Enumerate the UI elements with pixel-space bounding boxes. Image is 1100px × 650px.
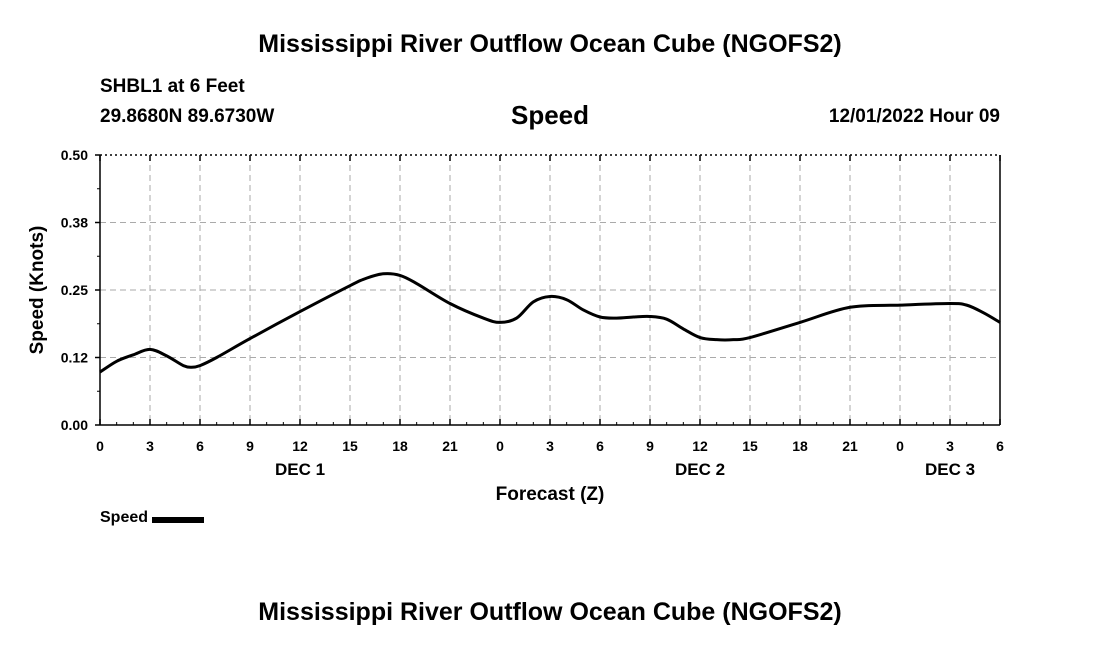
- x-tick-label: 0: [96, 438, 104, 454]
- x-axis-label: Forecast (Z): [496, 484, 605, 505]
- x-tick-label: 3: [546, 438, 554, 454]
- x-tick-label: 15: [742, 438, 758, 454]
- x-tick-label: 9: [646, 438, 654, 454]
- y-tick-label: 0.00: [61, 417, 88, 433]
- x-tick-label: 6: [196, 438, 204, 454]
- page-title: Mississippi River Outflow Ocean Cube (NG…: [258, 30, 842, 58]
- x-tick-label: 9: [246, 438, 254, 454]
- date-label: DEC 2: [675, 460, 725, 479]
- chart-title: Speed: [510, 100, 590, 130]
- station-coordinates: 29.8680N 89.6730W: [100, 106, 275, 127]
- date-label: DEC 1: [275, 460, 325, 479]
- legend-label: Speed: [100, 509, 149, 526]
- x-tick-label: 21: [442, 438, 458, 454]
- y-tick-label: 0.25: [61, 282, 88, 298]
- x-tick-label: 18: [792, 438, 808, 454]
- x-tick-label: 6: [596, 438, 604, 454]
- legend-line-swatch: [152, 516, 205, 523]
- speed-series-line: [99, 272, 1001, 374]
- y-tick-label: 0.50: [61, 147, 88, 163]
- y-tick-label: 0.12: [61, 350, 88, 366]
- x-tick-label: 3: [946, 438, 954, 454]
- station-label: SHBL1 at 6 Feet: [100, 76, 245, 97]
- x-tick-label: 15: [342, 438, 358, 454]
- forecast-datetime: 12/01/2022 Hour 09: [828, 106, 1000, 127]
- chart-legend: Speed: [100, 509, 205, 527]
- y-axis-label: Speed (Knots): [27, 226, 48, 355]
- x-tick-label: 21: [842, 438, 858, 454]
- x-tick-label: 0: [896, 438, 904, 454]
- x-tick-label: 18: [392, 438, 408, 454]
- date-label: DEC 3: [925, 460, 975, 479]
- page-title-repeat: Mississippi River Outflow Ocean Cube (NG…: [258, 598, 842, 626]
- x-tick-label: 12: [692, 438, 708, 454]
- x-tick-label: 6: [996, 438, 1004, 454]
- x-tick-label: 12: [292, 438, 308, 454]
- x-tick-label: 0: [496, 438, 504, 454]
- x-tick-label: 3: [146, 438, 154, 454]
- y-tick-label: 0.38: [61, 215, 88, 231]
